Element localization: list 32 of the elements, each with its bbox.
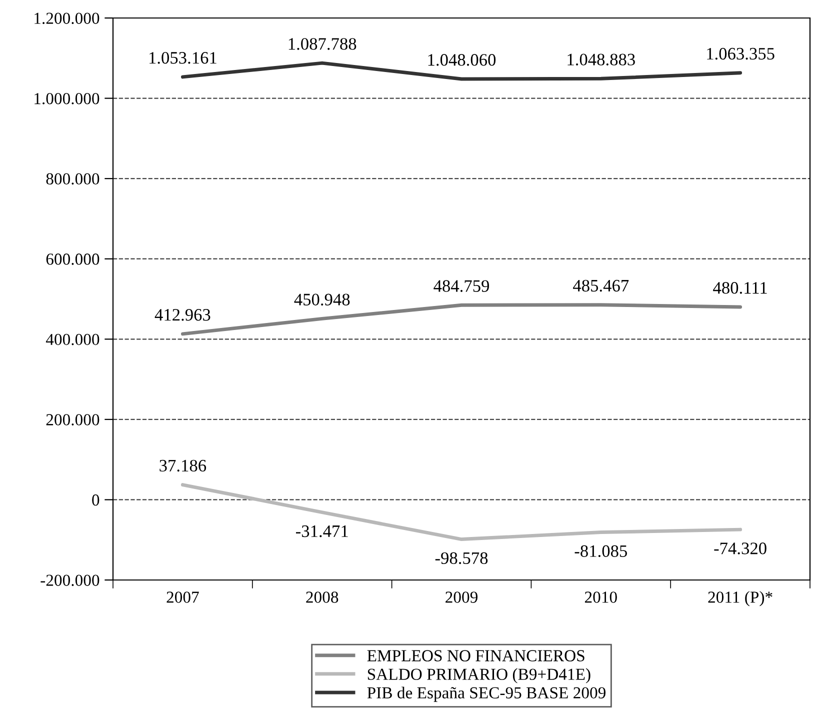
y-tick-label: 1.200.000 (34, 12, 100, 24)
y-tick-label: 400.000 (46, 334, 100, 346)
y-tick-label: 200.000 (46, 414, 100, 426)
y-tick-label: 600.000 (46, 254, 100, 265)
x-tick-label: 2011 (P)* (708, 591, 772, 606)
x-tick-label: 2010 (584, 592, 617, 603)
line-series (180, 483, 742, 542)
data-label: 1.053.161 (150, 52, 216, 64)
x-tick-label: 2008 (306, 592, 338, 603)
legend-label: EMPLEOS NO FINANCIEROS (367, 650, 584, 662)
data-label: -31.471 (296, 525, 348, 538)
data-label: 480.111 (713, 282, 767, 294)
legend-label: PIB de España SEC-95 BASE 2009 (367, 686, 606, 702)
data-label: 1.063.355 (707, 48, 774, 60)
y-tick-label: 800.000 (46, 173, 100, 185)
y-tick-label: -200.000 (40, 574, 100, 586)
x-tick-label: 2009 (446, 592, 478, 603)
data-label: 1.048.060 (428, 54, 496, 66)
data-label: -81.085 (574, 545, 627, 558)
y-tick-label: 0 (92, 494, 100, 506)
legend-label: SALDO PRIMARIO (B9+D41E) (368, 668, 590, 684)
data-label: 485.467 (573, 280, 629, 292)
data-label: -98.578 (435, 552, 488, 564)
data-label: -74.320 (714, 542, 766, 554)
y-tick-label: 1.000.000 (34, 92, 100, 104)
data-label: 1.048.883 (568, 54, 635, 66)
data-label: 484.759 (434, 280, 489, 292)
data-label: 412.963 (154, 309, 210, 321)
data-label: 1.087.788 (288, 38, 356, 50)
x-tick-label: 2007 (166, 592, 199, 603)
data-label: 450.948 (294, 294, 350, 306)
data-label: 37.186 (160, 460, 206, 472)
